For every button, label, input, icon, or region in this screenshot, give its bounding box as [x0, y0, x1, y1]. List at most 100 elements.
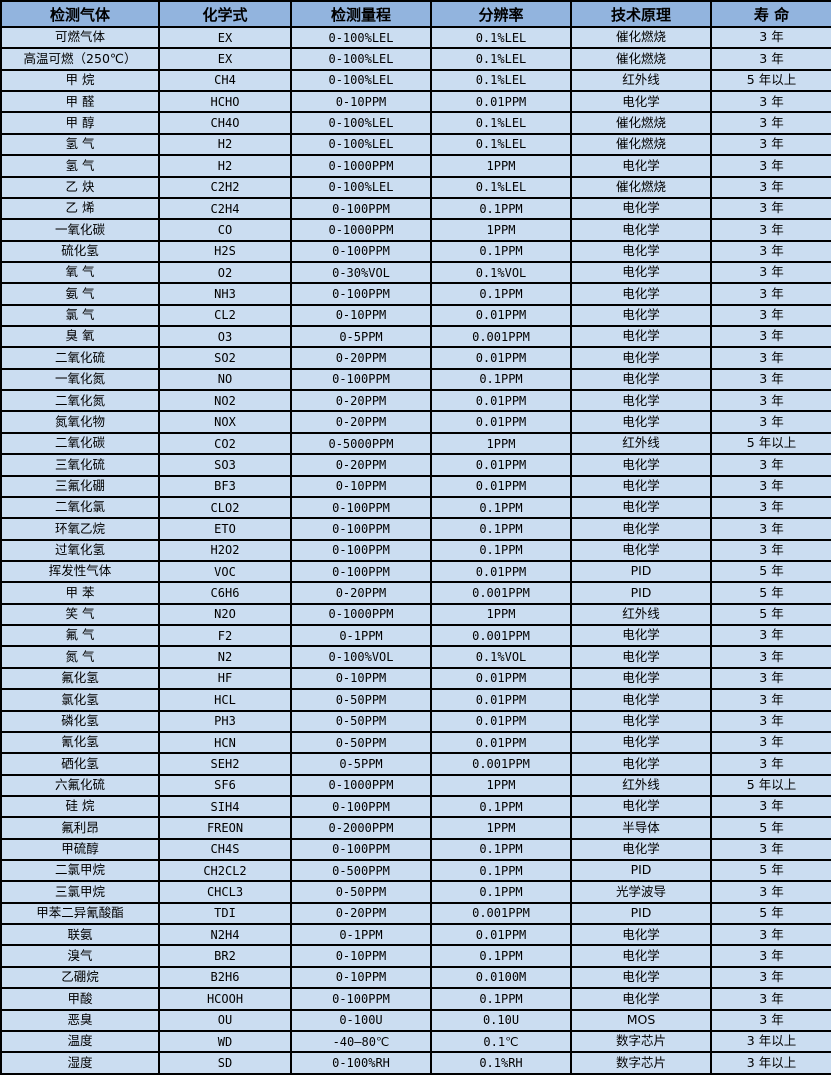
table-cell-range: 0-20PPM: [290, 410, 432, 434]
table-cell-principle: 电化学: [570, 90, 712, 114]
table-cell-range: 0-20PPM: [290, 901, 432, 926]
table-cell-range: 0-1000PPM: [290, 602, 432, 627]
table-cell-range: 0-1000PPM: [290, 218, 432, 242]
table-row: 高温可燃（250℃） EX 0-100%LEL 0.1%LEL 催化燃烧 3 年: [0, 47, 831, 71]
table-cell-formula: H2: [158, 154, 292, 178]
header-formula: 化学式: [158, 0, 292, 28]
table-cell-lifespan: 3 年: [710, 303, 831, 328]
table-row: 湿度 SD 0-100%RH 0.1%RH 数字芯片 3 年以上: [0, 1051, 831, 1075]
table-cell-principle: PID: [570, 581, 712, 605]
table-cell-formula: CHCL3: [158, 880, 292, 904]
table-cell-lifespan: 3 年: [710, 260, 831, 285]
table-cell-range: 0-100PPM: [290, 559, 432, 584]
table-row: 氯 气 CL2 0-10PPM 0.01PPM 电化学 3 年: [0, 303, 831, 328]
table-cell-range: 0-50PPM: [290, 688, 432, 712]
table-cell-resolution: 0.1PPM: [430, 367, 572, 392]
table-row: 氯化氢 HCL 0-50PPM 0.01PPM 电化学 3 年: [0, 688, 831, 712]
table-cell-lifespan: 3 年: [710, 453, 831, 477]
table-row: 硒化氢 SEH2 0-5PPM 0.001PPM 电化学 3 年: [0, 752, 831, 776]
table-cell-resolution: 0.01PPM: [430, 923, 572, 947]
table-cell-lifespan: 3 年以上: [710, 1051, 831, 1075]
table-cell-formula: SO2: [158, 346, 292, 370]
table-cell-gas: 乙硼烷: [0, 965, 160, 990]
table-cell-lifespan: 5 年以上: [710, 773, 831, 797]
table-cell-formula: EX: [158, 25, 292, 50]
table-cell-gas: 甲 醛: [0, 90, 160, 114]
table-cell-principle: 数字芯片: [570, 1029, 712, 1054]
table-cell-gas: 臭 氧: [0, 325, 160, 349]
table-cell-principle: 电化学: [570, 538, 712, 563]
table-cell-formula: O2: [158, 260, 292, 285]
table-cell-lifespan: 3 年: [710, 517, 831, 541]
table-cell-resolution: 0.1PPM: [430, 239, 572, 263]
table-row: 磷化氢 PH3 0-50PPM 0.01PPM 电化学 3 年: [0, 709, 831, 733]
table-cell-principle: 电化学: [570, 303, 712, 328]
table-cell-formula: SD: [158, 1051, 292, 1075]
table-row: 二氧化氮 NO2 0-20PPM 0.01PPM 电化学 3 年: [0, 389, 831, 413]
table-cell-principle: 电化学: [570, 794, 712, 819]
table-cell-resolution: 0.1PPM: [430, 944, 572, 968]
table-cell-resolution: 1PPM: [430, 602, 572, 627]
table-row: 一氧化氮 NO 0-100PPM 0.1PPM 电化学 3 年: [0, 367, 831, 392]
table-cell-formula: WD: [158, 1029, 292, 1054]
table-cell-formula: C2H4: [158, 196, 292, 221]
table-cell-formula: CH4S: [158, 837, 292, 862]
table-cell-resolution: 0.001PPM: [430, 581, 572, 605]
table-cell-lifespan: 3 年: [710, 645, 831, 669]
table-cell-resolution: 0.001PPM: [430, 901, 572, 926]
table-cell-lifespan: 3 年: [710, 154, 831, 178]
table-cell-gas: 可燃气体: [0, 25, 160, 50]
table-cell-resolution: 0.001PPM: [430, 624, 572, 648]
table-cell-range: 0-100PPM: [290, 495, 432, 520]
table-cell-range: 0-100PPM: [290, 837, 432, 862]
table-cell-resolution: 1PPM: [430, 773, 572, 797]
table-cell-lifespan: 3 年: [710, 346, 831, 370]
table-cell-principle: 电化学: [570, 495, 712, 520]
table-cell-principle: 数字芯片: [570, 1051, 712, 1075]
table-cell-range: 0-1000PPM: [290, 154, 432, 178]
table-cell-principle: 电化学: [570, 688, 712, 712]
table-header: 检测气体 化学式 检测量程 分辨率 技术原理 寿 命: [0, 0, 831, 28]
table-cell-principle: 电化学: [570, 987, 712, 1011]
table-cell-resolution: 0.1PPM: [430, 987, 572, 1011]
table-cell-formula: NH3: [158, 282, 292, 306]
table-row: 氟利昂 FREON 0-2000PPM 1PPM 半导体 5 年: [0, 816, 831, 840]
table-cell-formula: B2H6: [158, 965, 292, 990]
table-cell-range: 0-100PPM: [290, 794, 432, 819]
table-cell-principle: 电化学: [570, 624, 712, 648]
table-cell-lifespan: 3 年: [710, 538, 831, 563]
table-cell-gas: 甲 烷: [0, 68, 160, 93]
table-cell-formula: SF6: [158, 773, 292, 797]
table-cell-formula: CH4: [158, 68, 292, 93]
table-cell-resolution: 0.1%VOL: [430, 260, 572, 285]
table-cell-formula: N2H4: [158, 923, 292, 947]
table-cell-formula: NO2: [158, 389, 292, 413]
table-row: 硫化氢 H2S 0-100PPM 0.1PPM 电化学 3 年: [0, 239, 831, 263]
table-cell-gas: 二氧化氯: [0, 495, 160, 520]
table-header-row: 检测气体 化学式 检测量程 分辨率 技术原理 寿 命: [0, 0, 831, 28]
table-row: 二氧化硫 SO2 0-20PPM 0.01PPM 电化学 3 年: [0, 346, 831, 370]
table-cell-resolution: 0.01PPM: [430, 666, 572, 691]
table-cell-principle: 光学波导: [570, 880, 712, 904]
table-cell-lifespan: 3 年: [710, 389, 831, 413]
table-cell-lifespan: 3 年: [710, 47, 831, 71]
table-cell-principle: 电化学: [570, 346, 712, 370]
table-cell-gas: 二氧化硫: [0, 346, 160, 370]
table-cell-resolution: 0.01PPM: [430, 303, 572, 328]
table-cell-principle: 电化学: [570, 196, 712, 221]
table-cell-lifespan: 3 年: [710, 624, 831, 648]
table-cell-formula: HCN: [158, 730, 292, 755]
table-cell-resolution: 0.01PPM: [430, 410, 572, 434]
table-cell-resolution: 0.10U: [430, 1008, 572, 1032]
table-cell-formula: TDI: [158, 901, 292, 926]
table-cell-range: 0-50PPM: [290, 880, 432, 904]
table-row: 笑 气 N2O 0-1000PPM 1PPM 红外线 5 年: [0, 602, 831, 627]
table-row: 甲 醛 HCHO 0-10PPM 0.01PPM 电化学 3 年: [0, 90, 831, 114]
table-cell-principle: MOS: [570, 1008, 712, 1032]
table-cell-range: 0-20PPM: [290, 453, 432, 477]
table-cell-range: 0-10PPM: [290, 944, 432, 968]
header-gas: 检测气体: [0, 0, 160, 28]
table-row: 氢 气 H2 0-100%LEL 0.1%LEL 催化燃烧 3 年: [0, 132, 831, 157]
table-cell-range: 0-5PPM: [290, 752, 432, 776]
table-cell-principle: 电化学: [570, 474, 712, 498]
